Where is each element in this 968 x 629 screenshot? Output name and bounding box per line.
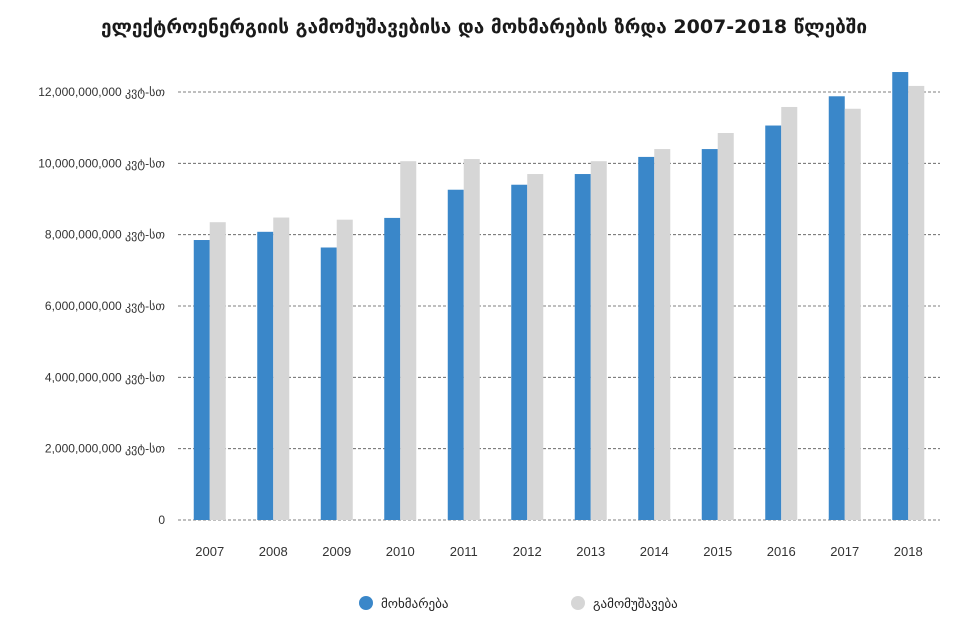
legend-marker-generation bbox=[571, 596, 585, 610]
x-tick-label: 2016 bbox=[767, 544, 796, 559]
bar-consumption-2017 bbox=[828, 96, 845, 520]
x-tick-label: 2010 bbox=[386, 544, 415, 559]
legend: მოხმარება გამომუშავება bbox=[359, 596, 678, 612]
bars bbox=[193, 72, 925, 521]
grid-lines bbox=[178, 91, 940, 521]
bar-consumption-2010 bbox=[384, 217, 401, 521]
x-tick-label: 2017 bbox=[830, 544, 859, 559]
x-tick-label: 2007 bbox=[195, 544, 224, 559]
bar-generation-2016 bbox=[781, 106, 798, 520]
y-tick-label: 2,000,000,000 კვტ-სთ bbox=[45, 442, 165, 456]
x-tick-label: 2018 bbox=[894, 544, 923, 559]
y-tick-label: 4,000,000,000 კვტ-სთ bbox=[45, 370, 165, 384]
bar-generation-2014 bbox=[654, 149, 671, 521]
legend-label-consumption: მოხმარება bbox=[381, 597, 448, 612]
bar-consumption-2012 bbox=[511, 184, 528, 520]
y-tick-label: 12,000,000,000 კვტ-სთ bbox=[38, 85, 165, 99]
bar-generation-2010 bbox=[400, 161, 417, 520]
bar-generation-2015 bbox=[717, 133, 734, 520]
y-tick-label: 8,000,000,000 კვტ-სთ bbox=[45, 228, 165, 242]
bar-consumption-2013 bbox=[574, 174, 591, 521]
chart-title: ელექტროენერგიის გამომუშავებისა და მოხმარ… bbox=[100, 16, 868, 38]
bar-generation-2012 bbox=[527, 174, 544, 521]
bar-generation-2008 bbox=[273, 217, 290, 520]
bar-consumption-2007 bbox=[193, 240, 210, 520]
bar-consumption-2015 bbox=[701, 149, 718, 521]
bar-consumption-2011 bbox=[447, 189, 464, 520]
x-tick-label: 2014 bbox=[640, 544, 669, 559]
x-tick-label: 2011 bbox=[450, 544, 478, 559]
x-tick-label: 2013 bbox=[576, 544, 605, 559]
y-tick-label: 6,000,000,000 კვტ-სთ bbox=[45, 299, 165, 313]
bar-generation-2013 bbox=[590, 161, 607, 520]
bar-consumption-2008 bbox=[257, 231, 274, 520]
y-tick-label: 0 bbox=[158, 513, 165, 527]
bar-consumption-2018 bbox=[892, 72, 909, 520]
y-axis-ticks: 0 2,000,000,000 კვტ-სთ 4,000,000,000 კვტ-ს… bbox=[38, 85, 165, 527]
legend-label-generation: გამომუშავება bbox=[593, 597, 678, 612]
x-axis-ticks: 2007 2008 2009 2010 2011 2012 2013 2014 2015 2016… bbox=[195, 544, 922, 559]
x-tick-label: 2015 bbox=[703, 544, 732, 559]
bar-generation-2017 bbox=[844, 108, 861, 520]
bar-generation-2009 bbox=[336, 219, 353, 521]
bar-consumption-2014 bbox=[638, 156, 655, 520]
x-tick-label: 2008 bbox=[259, 544, 288, 559]
x-tick-label: 2012 bbox=[513, 544, 542, 559]
bar-consumption-2016 bbox=[765, 125, 782, 520]
x-tick-label: 2009 bbox=[322, 544, 351, 559]
bar-generation-2018 bbox=[908, 85, 925, 520]
legend-marker-consumption bbox=[359, 596, 373, 610]
y-tick-label: 10,000,000,000 კვტ-სთ bbox=[38, 156, 165, 170]
bar-generation-2011 bbox=[463, 159, 480, 520]
bar-consumption-2009 bbox=[320, 247, 337, 521]
bar-generation-2007 bbox=[209, 222, 226, 520]
